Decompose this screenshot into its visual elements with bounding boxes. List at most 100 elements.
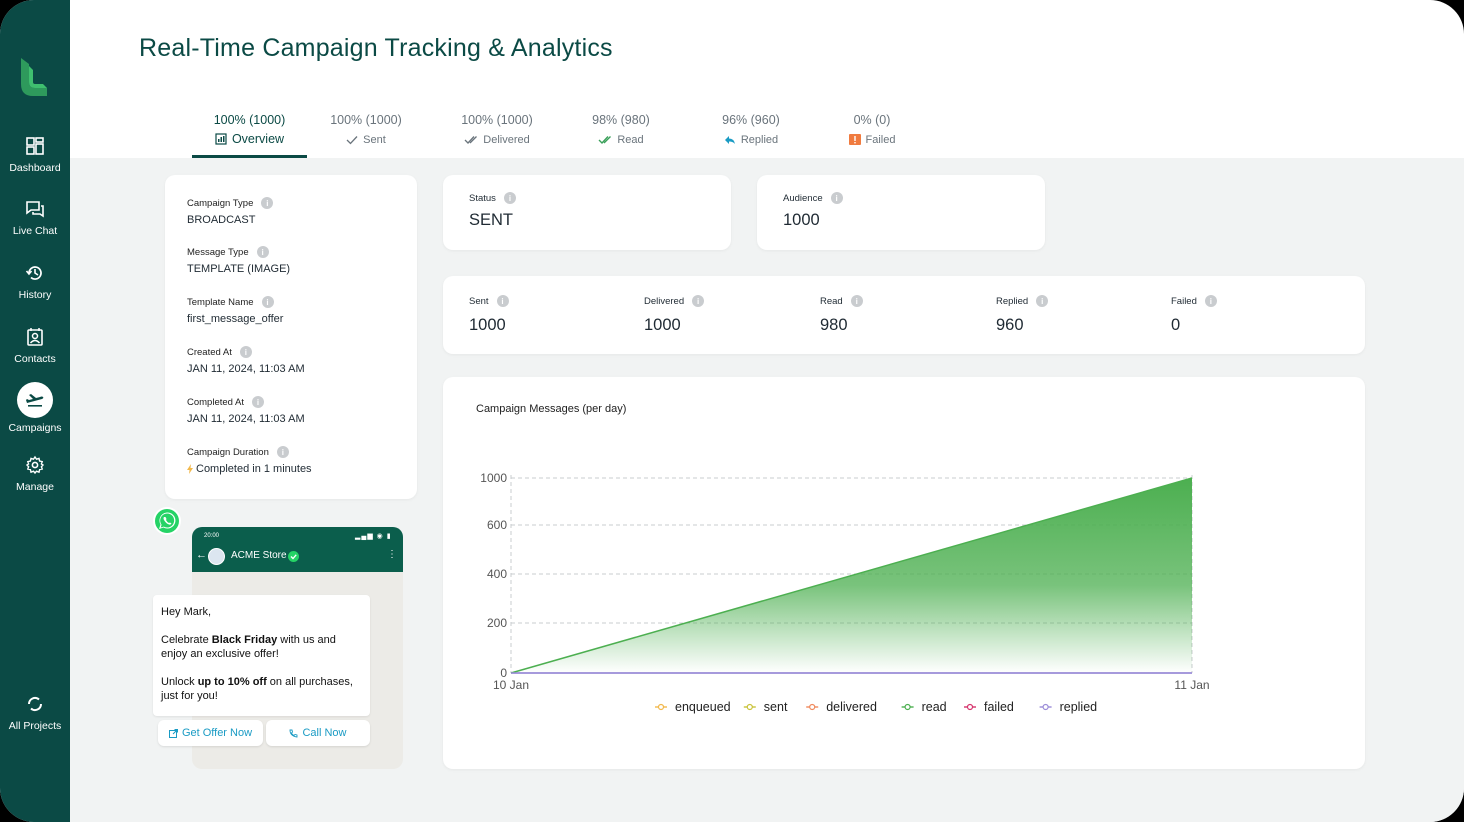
info-icon[interactable]: i — [692, 295, 705, 307]
info-icon[interactable]: i — [276, 446, 289, 458]
x-tick-label: 11 Jan — [1174, 678, 1209, 692]
info-icon[interactable]: i — [1036, 295, 1049, 307]
tab-replied[interactable]: 96% (960) Replied — [711, 113, 791, 146]
tab-label: Replied — [740, 134, 779, 146]
contacts-icon — [27, 328, 43, 346]
tab-failed[interactable]: 0% (0) Failed — [832, 113, 912, 146]
tab-sent[interactable]: 100% (1000) Sent — [326, 113, 406, 146]
status-value: SENT — [469, 211, 514, 229]
double-check-icon — [464, 136, 478, 144]
tab-label: Sent — [363, 134, 386, 146]
sidebar-item-contacts[interactable]: Contacts — [0, 327, 70, 365]
lightning-icon — [187, 464, 193, 474]
field-value: BROADCAST — [187, 214, 256, 226]
verified-icon — [288, 551, 299, 562]
legend-label: enqueued — [675, 700, 731, 714]
chart-card: Campaign Messages (per day) 0 200 400 600 10… — [443, 377, 1365, 769]
chat-header: 20:00 ▂▄▆ ◉ ▮ ← ACME Store ⋮ — [192, 527, 403, 572]
metric-value: 0 — [1171, 316, 1181, 334]
field-value: first_message_offer — [187, 313, 284, 325]
field-value: JAN 11, 2024, 11:03 AM — [187, 413, 305, 425]
sidebar-item-manage[interactable]: Manage — [0, 455, 70, 493]
legend-marker-replied — [1042, 703, 1049, 711]
status-label: Status — [469, 192, 496, 204]
reply-icon — [724, 136, 735, 144]
back-arrow-icon[interactable]: ← — [196, 549, 207, 561]
tab-label: Read — [617, 134, 644, 146]
message-type-field: Message Type i TEMPLATE (IMAGE) — [187, 246, 290, 275]
template-name-field: Template Name i first_message_offer — [187, 296, 283, 325]
legend-label: sent — [764, 700, 788, 714]
info-icon[interactable]: i — [252, 396, 265, 408]
info-icon[interactable]: i — [503, 192, 516, 204]
tab-value: 100% (1000) — [461, 113, 533, 127]
phone-time: 20:00 — [204, 533, 220, 539]
metric-read: Read i 980 — [820, 295, 863, 335]
gear-icon — [25, 455, 45, 475]
get-offer-button[interactable]: Get Offer Now — [158, 720, 263, 746]
sidebar-item-all-projects[interactable]: All Projects — [0, 694, 70, 732]
series-line-read — [510, 477, 1193, 674]
tab-read[interactable]: 98% (980) Read — [581, 113, 661, 146]
tab-label: Delivered — [483, 134, 530, 146]
metric-value: 960 — [996, 316, 1024, 334]
call-now-button[interactable]: Call Now — [266, 720, 370, 746]
more-options-icon[interactable]: ⋮ — [387, 549, 397, 560]
failed-flag-icon — [848, 134, 861, 145]
dashboard-icon — [26, 137, 44, 155]
refresh-icon — [27, 696, 43, 712]
field-label: Campaign Duration — [187, 446, 269, 458]
message-bubble: Hey Mark, Celebrate Black Friday with us… — [153, 595, 370, 716]
info-icon[interactable]: i — [256, 246, 269, 258]
completed-at-field: Completed At i JAN 11, 2024, 11:03 AM — [187, 396, 305, 425]
status-card: Status i SENT — [443, 175, 731, 250]
y-tick-label: 0 — [500, 666, 507, 680]
store-avatar — [208, 548, 225, 565]
campaign-info-card: Campaign Type i BROADCAST Message Type i T… — [165, 175, 417, 499]
y-tick-label: 400 — [487, 567, 507, 581]
check-icon — [346, 136, 358, 145]
status-tabs: 100% (1000) Overview 100% (1000) Sent 10… — [70, 0, 1464, 160]
metric-label: Read — [820, 295, 843, 307]
legend-label: delivered — [826, 700, 877, 714]
overview-icon — [215, 133, 227, 145]
sidebar-item-dashboard[interactable]: Dashboard — [0, 136, 70, 174]
legend-label: failed — [984, 700, 1014, 714]
sidebar-item-label: Manage — [16, 481, 54, 493]
legend-marker-failed — [966, 703, 974, 711]
info-icon[interactable]: i — [261, 296, 274, 308]
tab-overview[interactable]: 100% (1000) Overview — [192, 113, 307, 146]
metric-failed: Failed i 0 — [1171, 295, 1217, 335]
store-name: ACME Store — [231, 550, 287, 561]
sidebar-item-campaigns[interactable]: Campaigns — [0, 382, 70, 434]
message-line-2: Unlock up to 10% off on all purchases, j… — [161, 676, 353, 702]
y-tick-label: 600 — [487, 518, 507, 532]
signal-icon: ▂▄▆ ◉ ▮ — [355, 533, 392, 540]
created-at-field: Created At i JAN 11, 2024, 11:03 AM — [187, 346, 305, 375]
metric-label: Sent — [469, 295, 489, 307]
double-check-green-icon — [598, 136, 612, 145]
sidebar-item-live-chat[interactable]: Live Chat — [0, 199, 70, 237]
info-icon[interactable]: i — [496, 295, 509, 307]
active-indicator — [17, 382, 53, 418]
info-icon[interactable]: i — [1204, 295, 1217, 307]
metric-value: 1000 — [644, 316, 681, 334]
field-label: Created At — [187, 346, 232, 358]
info-icon[interactable]: i — [261, 197, 274, 209]
metric-label: Failed — [1171, 295, 1197, 307]
sidebar-item-history[interactable]: History — [0, 263, 70, 301]
metric-delivered: Delivered i 1000 — [644, 295, 705, 335]
info-icon[interactable]: i — [239, 346, 252, 358]
field-value: Completed in 1 minutes — [196, 463, 312, 475]
plane-icon — [26, 394, 44, 407]
tab-delivered[interactable]: 100% (1000) Delivered — [457, 113, 537, 146]
field-value: JAN 11, 2024, 11:03 AM — [187, 363, 305, 375]
campaign-type-field: Campaign Type i BROADCAST — [187, 197, 274, 226]
sidebar-item-label: Contacts — [14, 353, 56, 365]
history-icon — [25, 266, 42, 280]
tab-label: Overview — [231, 132, 285, 146]
sidebar-item-label: Campaigns — [8, 422, 62, 434]
info-icon[interactable]: i — [850, 295, 863, 307]
info-icon[interactable]: i — [830, 192, 843, 204]
greeting: Hey Mark, — [161, 606, 212, 618]
